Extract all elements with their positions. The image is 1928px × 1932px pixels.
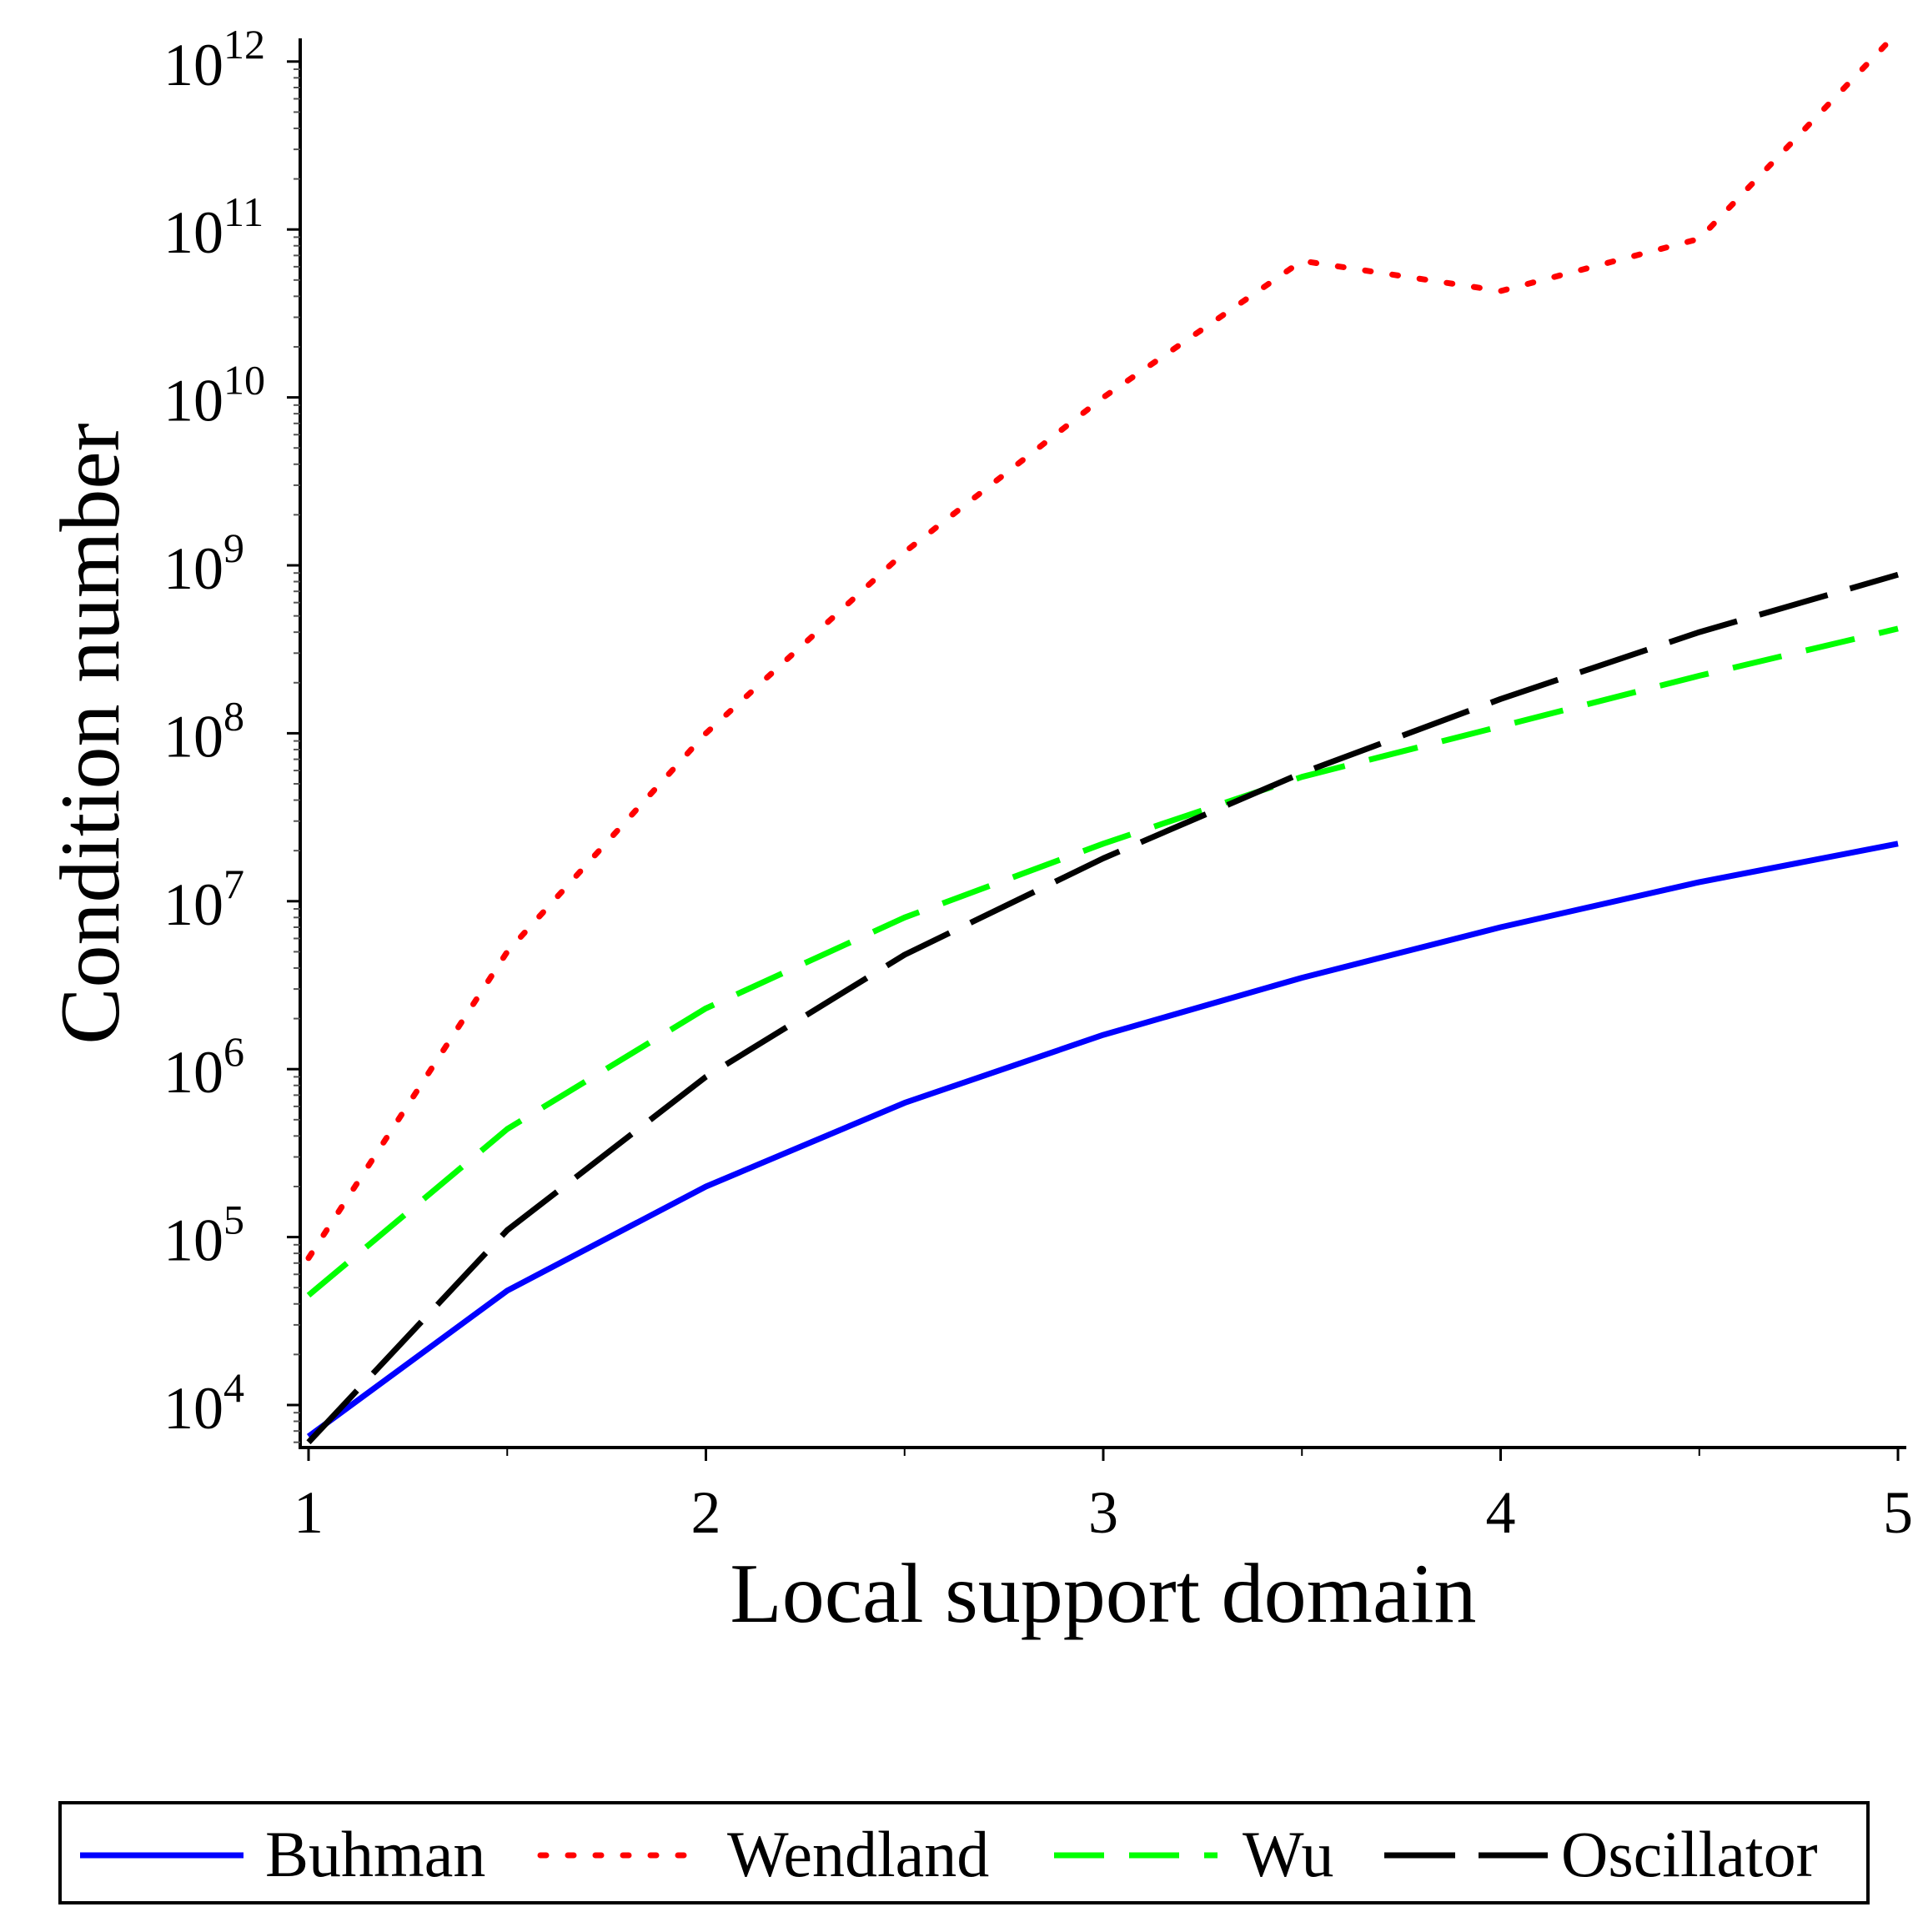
legend-label-buhman: Buhman (265, 1818, 485, 1890)
legend: Buhman Wendland Wu Oscillator (58, 1801, 1870, 1904)
plot-lines (305, 28, 1901, 1445)
series-line-buhman (306, 841, 1899, 1439)
x-tick-label: 1 (294, 1479, 324, 1546)
y-minor-ticks (294, 68, 300, 1443)
series-line-wu (306, 625, 1899, 1298)
legend-box (58, 1801, 1870, 1904)
x-tick-label: 3 (1088, 1479, 1118, 1546)
series-line-oscillator (306, 571, 1899, 1445)
y-tick-label: 1010 (163, 357, 265, 434)
y-tick-label: 1011 (163, 188, 264, 266)
legend-label-oscillator: Oscillator (1561, 1818, 1818, 1890)
x-tick-label: 5 (1883, 1479, 1913, 1546)
legend-label-wendland: Wendland (727, 1818, 989, 1890)
x-ticks: 1 2 3 4 5 (294, 1448, 1913, 1546)
y-tick-label: 106 (163, 1028, 244, 1106)
y-tick-label: 108 (163, 692, 244, 770)
y-tick-label: 104 (163, 1364, 244, 1442)
y-tick-labels: 104 105 106 107 108 109 1010 1011 1012 (163, 21, 300, 1442)
series-line-wendland (305, 28, 1901, 1262)
y-tick-label: 109 (163, 524, 244, 602)
x-tick-label: 2 (691, 1479, 721, 1546)
y-tick-label: 107 (163, 861, 244, 938)
legend-label-wu: Wu (1243, 1818, 1334, 1890)
x-tick-label: 4 (1486, 1479, 1516, 1546)
y-tick-label: 1012 (163, 21, 265, 98)
y-tick-label: 105 (163, 1197, 244, 1274)
y-axis-label: Condition number (43, 423, 138, 1044)
x-axis-label: Local support domain (730, 1547, 1476, 1641)
